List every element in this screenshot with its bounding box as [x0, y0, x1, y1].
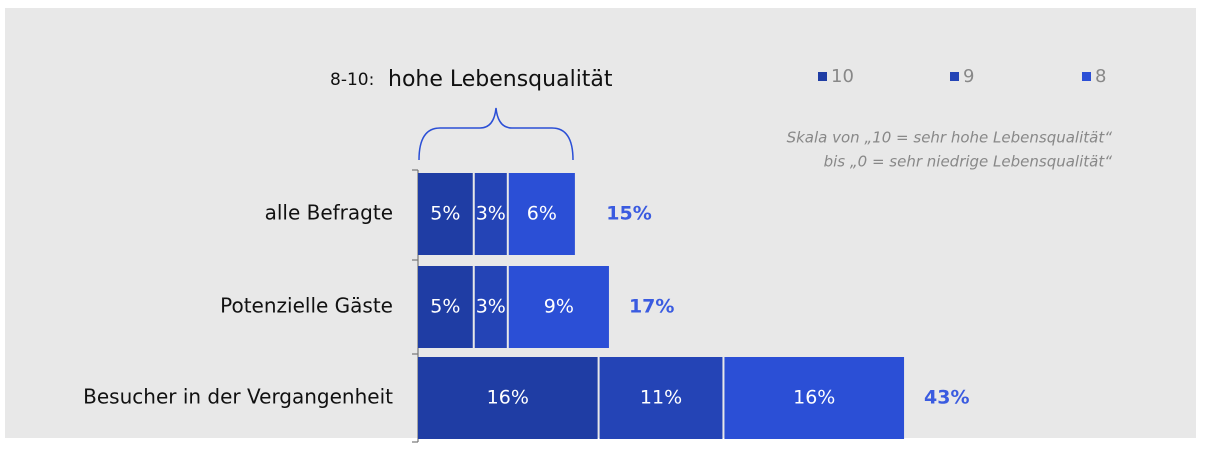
bar-segment [724, 357, 905, 439]
note-line: Skala von „10 = sehr hohe Lebensqualität… [787, 129, 1113, 147]
value-label: 9% [544, 296, 574, 318]
total-label: 15% [606, 203, 651, 225]
bracket [418, 107, 574, 161]
bar-segment [418, 266, 473, 348]
category-label: Potenzielle Gäste [220, 294, 393, 318]
value-label: 3% [476, 296, 506, 318]
bracket-text: hohe Lebensqualität [388, 67, 613, 92]
note-line: bis „0 = sehr niedrige Lebensqualität“ [824, 153, 1113, 171]
legend-swatch [818, 72, 827, 81]
bar-segment [599, 357, 723, 439]
bar-segment [418, 173, 473, 255]
legend-label: 9 [963, 66, 974, 87]
bar-segment [474, 266, 507, 348]
value-label: 5% [430, 203, 460, 225]
value-label: 16% [793, 387, 835, 409]
value-label: 5% [430, 296, 460, 318]
legend-swatch [1082, 72, 1091, 81]
value-label: 11% [640, 387, 682, 409]
bar-segment [508, 173, 575, 255]
bar-segment [474, 173, 507, 255]
category-label: alle Befragte [265, 201, 393, 225]
legend-label: 8 [1095, 66, 1106, 87]
bracket-range: 8-10: [330, 70, 374, 90]
category-label: Besucher in der Vergangenheit [83, 385, 393, 409]
value-label: 16% [487, 387, 529, 409]
total-label: 17% [629, 296, 674, 318]
value-label: 3% [476, 203, 506, 225]
bar-segment [508, 266, 609, 348]
legend-label: 10 [831, 66, 854, 87]
total-label: 43% [924, 387, 969, 409]
legend-swatch [950, 72, 959, 81]
bar-segment [418, 357, 598, 439]
value-label: 6% [527, 203, 557, 225]
